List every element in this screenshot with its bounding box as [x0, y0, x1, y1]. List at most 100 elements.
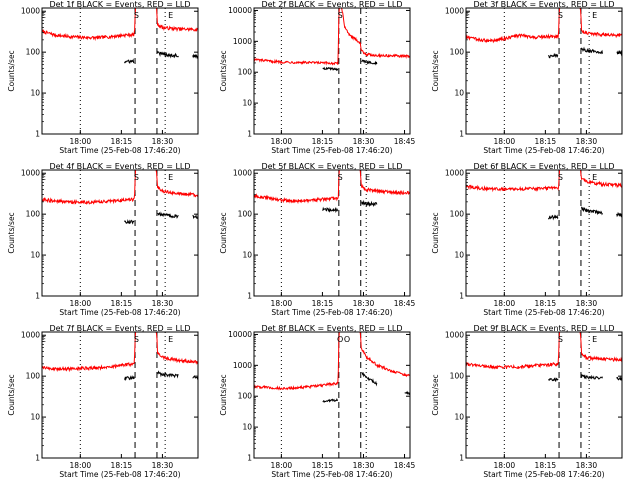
- plot-frame: [41, 169, 199, 297]
- marker-label: S: [134, 173, 139, 182]
- marker-label: S: [338, 11, 343, 20]
- x-tick-label: 18:30: [152, 299, 174, 308]
- x-tick-label: 18:30: [353, 461, 375, 470]
- series-line-lld: [253, 7, 411, 66]
- marker-label: E: [592, 11, 597, 20]
- x-axis-label: Start Time (25-Feb-08 17:46:20): [59, 308, 180, 317]
- y-tick-label: 10: [242, 251, 252, 260]
- x-tick-label: 18:15: [312, 299, 334, 308]
- y-tick-label: 1: [35, 292, 40, 301]
- marker-label: S: [558, 173, 563, 182]
- y-tick-label: 10: [454, 413, 464, 422]
- plot-frame: [465, 7, 623, 135]
- chart-panel-6f: Det 6f BLACK = Events, RED = LLD S E 1 10 100…: [431, 162, 623, 317]
- series-line-events: [123, 370, 198, 381]
- x-axis-label: Start Time (25-Feb-08 17:46:20): [483, 470, 604, 479]
- x-axis-label: Start Time (25-Feb-08 17:46:20): [271, 308, 392, 317]
- x-tick-label: 18:00: [70, 299, 92, 308]
- chart-panel-2f: Det 2f BLACK = Events, RED = LLD S 1 10 100 1…: [219, 0, 416, 155]
- plot-frame: [253, 331, 411, 459]
- x-axis-label: Start Time (25-Feb-08 17:46:20): [483, 308, 604, 317]
- y-tick-label: 1000: [233, 169, 252, 178]
- chart-title: Det 2f BLACK = Events, RED = LLD: [261, 0, 402, 9]
- chart-title: Det 9f BLACK = Events, RED = LLD: [473, 324, 614, 333]
- x-tick-label: 18:30: [353, 137, 375, 146]
- chart-title: Det 4f BLACK = Events, RED = LLD: [49, 162, 190, 171]
- chart-panel-7f: Det 7f BLACK = Events, RED = LLDESE11010…: [7, 324, 199, 479]
- y-tick-label: 1: [247, 130, 252, 139]
- series-line-lld: [465, 169, 623, 193]
- y-axis-label: Counts/sec: [219, 50, 228, 91]
- x-tick-label: 18:15: [312, 137, 334, 146]
- y-axis-label: Counts/sec: [431, 50, 440, 91]
- y-axis-label: Counts/sec: [7, 50, 16, 91]
- series-line-lld: [465, 7, 623, 44]
- x-tick-label: 18:00: [70, 137, 92, 146]
- plot-frame: [465, 169, 623, 297]
- x-tick-label: 18:00: [271, 299, 293, 308]
- y-tick-label: 10: [242, 99, 252, 108]
- x-tick-label: 18:00: [494, 299, 516, 308]
- y-tick-label: 10: [454, 251, 464, 260]
- marker-label: S: [558, 335, 563, 344]
- y-tick-label: 1000: [21, 169, 40, 178]
- chart-title: Det 6f BLACK = Events, RED = LLD: [473, 162, 614, 171]
- y-tick-label: 1000: [233, 37, 252, 46]
- y-tick-label: 100: [238, 210, 253, 219]
- x-axis-label: Start Time (25-Feb-08 17:46:20): [59, 146, 180, 155]
- y-tick-label: 10: [30, 413, 40, 422]
- marker-label: S: [134, 11, 139, 20]
- y-tick-label: 10000: [228, 330, 252, 339]
- y-tick-label: 100: [26, 210, 41, 219]
- y-tick-label: 1: [35, 130, 40, 139]
- chart-panel-4f: Det 4f BLACK = Events, RED = LLDESE11010…: [7, 162, 199, 317]
- y-tick-label: 1000: [21, 7, 40, 16]
- y-tick-label: 100: [450, 48, 465, 57]
- series-line-lld: [253, 331, 411, 391]
- x-tick-label: 18:30: [576, 137, 598, 146]
- y-tick-label: 1: [247, 454, 252, 463]
- chart-panel-5f: Det 5f BLACK = Events, RED = LLD S E 1 10 100…: [219, 162, 416, 317]
- chart-title: Det 5f BLACK = Events, RED = LLD: [261, 162, 402, 171]
- x-tick-label: 18:30: [353, 299, 375, 308]
- series-line-lld: [465, 331, 623, 370]
- x-tick-label: 18:15: [111, 137, 133, 146]
- x-axis-label: Start Time (25-Feb-08 17:46:20): [271, 470, 392, 479]
- x-tick-label: 18:45: [394, 299, 416, 308]
- x-axis-label: Start Time (25-Feb-08 17:46:20): [59, 470, 180, 479]
- marker-label: O: [337, 335, 343, 344]
- x-tick-label: 18:00: [271, 461, 293, 470]
- y-axis-label: Counts/sec: [219, 374, 228, 415]
- x-tick-label: 18:15: [111, 461, 133, 470]
- series-line-lld: [253, 169, 411, 205]
- marker-label: O: [344, 335, 350, 344]
- x-tick-label: 18:30: [576, 299, 598, 308]
- y-tick-label: 1: [459, 292, 464, 301]
- y-tick-label: 1000: [445, 7, 464, 16]
- x-tick-label: 18:15: [535, 299, 557, 308]
- x-tick-label: 18:15: [312, 461, 334, 470]
- y-axis-label: Counts/sec: [431, 374, 440, 415]
- chart-title: Det 1f BLACK = Events, RED = LLD: [49, 0, 190, 9]
- plot-frame: [465, 331, 623, 459]
- y-tick-label: 10000: [228, 6, 252, 15]
- plot-frame: [41, 7, 199, 135]
- y-tick-label: 100: [450, 372, 465, 381]
- x-axis-label: Start Time (25-Feb-08 17:46:20): [271, 146, 392, 155]
- series-line-events: [547, 373, 623, 383]
- x-tick-label: 18:15: [535, 137, 557, 146]
- y-tick-label: 10: [30, 251, 40, 260]
- series-line-lld: [41, 169, 199, 205]
- y-tick-label: 1000: [445, 169, 464, 178]
- plot-frame: [253, 7, 411, 135]
- y-tick-label: 1000: [445, 331, 464, 340]
- chart-title: Det 7f BLACK = Events, RED = LLD: [49, 324, 190, 333]
- chart-panel-3f: Det 3f BLACK = Events, RED = LLDESE11010…: [431, 0, 623, 155]
- y-tick-label: 100: [450, 210, 465, 219]
- marker-label: E: [592, 173, 597, 182]
- y-tick-label: 1000: [233, 361, 252, 370]
- x-tick-label: 18:00: [494, 461, 516, 470]
- y-tick-label: 10: [30, 89, 40, 98]
- y-axis-label: Counts/sec: [7, 374, 16, 415]
- y-tick-label: 100: [238, 68, 253, 77]
